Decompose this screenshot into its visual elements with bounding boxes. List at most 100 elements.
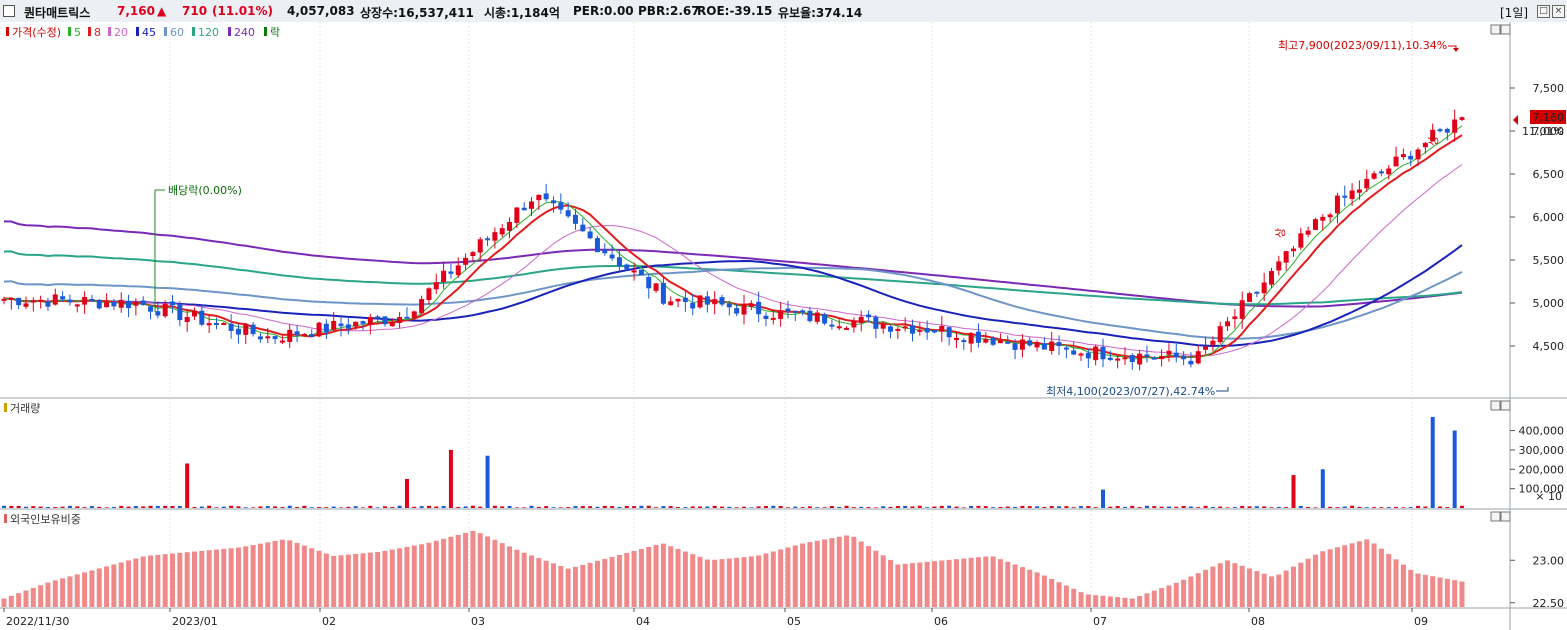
volume-bar-0 <box>2 505 6 508</box>
select-checkbox[interactable] <box>3 5 15 17</box>
foreign-bar-179 <box>1312 554 1318 607</box>
candle-body-110 <box>807 310 813 322</box>
volume-bar-53 <box>390 507 395 508</box>
foreign-bar-5 <box>38 585 44 607</box>
foreign-bar-192 <box>1408 569 1414 607</box>
candle-body-108 <box>792 310 798 313</box>
volume-bar-119 <box>873 507 878 508</box>
stock-chart[interactable]: 가격(수정) 5 8 20 45 60 120 240 락 거래량 외국인보유비중 7,5007… <box>0 22 1567 630</box>
last-price-label: 7,160 <box>1533 111 1565 124</box>
candle-body-92 <box>675 298 681 302</box>
foreign-bar-155 <box>1137 596 1143 607</box>
candle-body-106 <box>778 310 784 319</box>
candle-body-80 <box>587 231 593 239</box>
volume-bar-158 <box>1159 506 1164 508</box>
volume-bar-149 <box>1093 507 1098 508</box>
volume-bar-183 <box>1342 506 1347 508</box>
panel-buttons[interactable] <box>1490 24 1511 522</box>
foreign-bar-140 <box>1027 569 1033 607</box>
foreign-bar-156 <box>1144 593 1150 607</box>
candle-body-33 <box>243 323 249 335</box>
candle-body-109 <box>800 310 806 313</box>
candle-body-84 <box>616 257 622 267</box>
foreign-bar-37 <box>272 541 278 607</box>
candle-body-65 <box>477 239 483 253</box>
legend-label-3: 20 <box>114 26 128 39</box>
candle-body-31 <box>228 323 234 331</box>
foreign-bar-16 <box>118 562 124 607</box>
candle-body-7 <box>52 294 58 305</box>
foreign-bar-40 <box>294 542 300 607</box>
maximize-icon[interactable]: □ <box>1537 5 1550 18</box>
stock-name[interactable]: 퀀타매트릭스 <box>24 6 91 20</box>
volume-bar-41 <box>302 505 307 508</box>
volume-bar-136 <box>998 506 1003 508</box>
volume-bar-103 <box>756 506 761 508</box>
candle-body-136 <box>997 340 1003 344</box>
volume-bar-144 <box>1057 506 1062 508</box>
close-icon[interactable]: × <box>1552 5 1565 18</box>
foreign-bar-153 <box>1122 597 1128 607</box>
foreign-bar-29 <box>213 549 219 607</box>
listed-shares: 상장수:16,537,411 <box>360 6 474 20</box>
foreign-bar-190 <box>1393 559 1399 607</box>
ma-line-20 <box>3 164 1463 357</box>
candle-body-121 <box>888 326 894 332</box>
candle-body-157 <box>1151 357 1157 360</box>
foreign-bar-59 <box>433 540 439 607</box>
volume-tick-label-3: 100,000 <box>1519 483 1565 496</box>
foreign-bar-137 <box>1005 561 1011 607</box>
candle-body-18 <box>133 302 139 306</box>
volume-bar-59 <box>434 506 439 508</box>
candle-body-30 <box>221 322 227 325</box>
volume-bar-39 <box>287 505 292 508</box>
candle-body-74 <box>543 193 549 200</box>
foreign-bar-131 <box>961 558 967 607</box>
foreign-bar-132 <box>968 557 974 607</box>
foreign-bar-52 <box>382 550 388 607</box>
price-change: 710 <box>182 4 208 18</box>
candle-body-16 <box>118 299 124 308</box>
candle-body-24 <box>177 303 183 321</box>
volume-bar-82 <box>602 505 607 508</box>
price-tick-label-5: 5,000 <box>1533 297 1565 310</box>
volume-bar-199 <box>1460 505 1464 508</box>
period-selector[interactable]: [1일] <box>1500 6 1529 20</box>
volume-bar-182 <box>1335 507 1340 508</box>
foreign-bar-177 <box>1298 562 1304 607</box>
foreign-bar-26 <box>191 551 197 607</box>
volume-bar-36 <box>265 506 270 508</box>
candle-body-131 <box>961 340 967 343</box>
candle-body-153 <box>1122 357 1128 360</box>
legend-swatch-8 <box>264 27 267 36</box>
foreign-bar-70 <box>514 549 520 607</box>
price-change-pct: (11.01%) <box>212 4 273 18</box>
volume-bar-26 <box>192 507 197 508</box>
candle-body-111 <box>814 312 820 322</box>
volume-bar-169 <box>1240 505 1245 508</box>
volume-bar-97 <box>712 505 717 508</box>
foreign-bar-38 <box>279 539 285 607</box>
foreign-bar-63 <box>463 532 469 607</box>
candle-body-123 <box>902 326 908 329</box>
foreign-bar-99 <box>726 558 732 607</box>
price-tick-label-3: 6,000 <box>1533 211 1565 224</box>
foreign-bar-82 <box>602 558 608 607</box>
candle-body-182 <box>1334 195 1340 214</box>
foreign-bar-172 <box>1261 573 1267 607</box>
candle-body-4 <box>30 300 36 303</box>
volume-bar-147 <box>1079 506 1084 508</box>
volume-bar-140 <box>1027 506 1032 508</box>
volume-bar-151 <box>1108 506 1113 508</box>
volume-bar-30 <box>221 506 226 508</box>
volume-bar-71 <box>522 507 527 508</box>
volume-bar-69 <box>507 505 512 508</box>
candle-body-107 <box>785 308 791 312</box>
candle-body-146 <box>1071 350 1077 355</box>
candle-body-125 <box>917 329 923 332</box>
candle-body-176 <box>1290 248 1296 252</box>
candle-body-105 <box>770 317 776 320</box>
volume-bar-54 <box>397 505 402 508</box>
volume-bar-124 <box>910 506 915 508</box>
foreign-bar-32 <box>235 547 241 607</box>
